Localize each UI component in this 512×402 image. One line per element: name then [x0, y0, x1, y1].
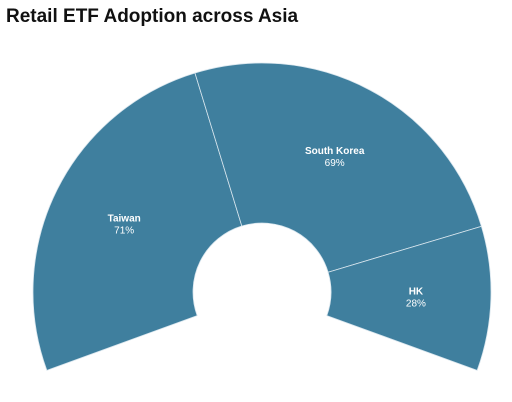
segment-taiwan: [32, 72, 243, 371]
segment-label-south-korea: South Korea: [305, 146, 365, 157]
segment-hk: [326, 225, 492, 371]
segment-label-hk: HK: [409, 286, 424, 297]
segment-value-taiwan: 71%: [114, 225, 134, 236]
chart-title: Retail ETF Adoption across Asia: [6, 6, 299, 27]
segment-south-korea: [194, 62, 482, 273]
segment-value-hk: 28%: [406, 298, 426, 309]
segment-value-south-korea: 69%: [325, 158, 345, 169]
chart-segments: [32, 62, 492, 371]
segment-label-taiwan: Taiwan: [108, 213, 141, 224]
